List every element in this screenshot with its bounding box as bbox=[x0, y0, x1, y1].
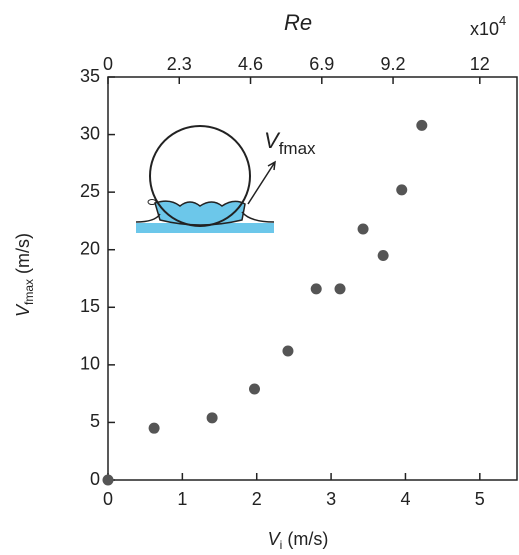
data-point bbox=[357, 223, 369, 235]
x2-tick-label: 0 bbox=[103, 54, 113, 74]
y-label-unit: (m/s) bbox=[13, 233, 33, 279]
x2-tick-label: 12 bbox=[470, 54, 490, 74]
y-tick-label: 5 bbox=[90, 411, 100, 431]
x2-tick-label: 2.3 bbox=[167, 54, 192, 74]
x-tick-label: 4 bbox=[400, 489, 410, 509]
inset-diagram: Vfmax bbox=[135, 125, 316, 233]
x-label-sub: i bbox=[280, 538, 283, 552]
inset-sub: fmax bbox=[279, 139, 316, 158]
y-tick-label: 20 bbox=[80, 238, 100, 258]
inset-symbol: V bbox=[264, 128, 281, 153]
x-label-unit: (m/s) bbox=[282, 529, 328, 549]
x2-tick-label: 4.6 bbox=[238, 54, 263, 74]
y-tick-label: 10 bbox=[80, 354, 100, 374]
y-tick-label: 30 bbox=[80, 123, 100, 143]
x-tick-label: 3 bbox=[326, 489, 336, 509]
plot-frame bbox=[107, 76, 518, 481]
y-tick-label: 35 bbox=[80, 66, 100, 86]
data-point bbox=[416, 119, 428, 131]
velocity-arrow bbox=[247, 160, 276, 205]
y-tick-label: 25 bbox=[80, 181, 100, 201]
multiplier-exp: 4 bbox=[499, 13, 506, 28]
y-tick-label: 15 bbox=[80, 296, 100, 316]
y-tick-label: 0 bbox=[90, 469, 100, 489]
data-point bbox=[377, 249, 389, 261]
y-label-sub: fmax bbox=[22, 279, 36, 305]
data-point bbox=[310, 283, 322, 295]
data-point bbox=[206, 412, 218, 424]
data-point bbox=[396, 184, 408, 196]
x-tick-label: 5 bbox=[475, 489, 485, 509]
x-tick-label: 2 bbox=[252, 489, 262, 509]
x-label-symbol: V bbox=[268, 529, 282, 549]
chart-title: Re bbox=[284, 10, 312, 35]
x-axis-label: Vi (m/s) bbox=[268, 529, 329, 552]
drop bbox=[149, 125, 251, 227]
data-point bbox=[334, 283, 346, 295]
data-point bbox=[148, 422, 160, 434]
y-label-symbol: V bbox=[13, 303, 33, 317]
data-point bbox=[102, 474, 114, 486]
liquid-pool bbox=[154, 200, 246, 226]
multiplier-base: x10 bbox=[470, 19, 499, 39]
x2-tick-label: 9.2 bbox=[381, 54, 406, 74]
inset-label: Vfmax bbox=[264, 128, 316, 159]
droplet bbox=[147, 199, 157, 205]
x2-multiplier: x104 bbox=[470, 13, 506, 38]
x2-tick-label: 6.9 bbox=[309, 54, 334, 74]
data-point bbox=[282, 345, 294, 357]
y-axis-label: Vfmax (m/s) bbox=[13, 233, 36, 317]
x-tick-label: 1 bbox=[177, 489, 187, 509]
liquid-film bbox=[136, 223, 274, 233]
film-edge bbox=[135, 211, 275, 223]
data-point bbox=[248, 383, 260, 395]
x-tick-label: 0 bbox=[103, 489, 113, 509]
